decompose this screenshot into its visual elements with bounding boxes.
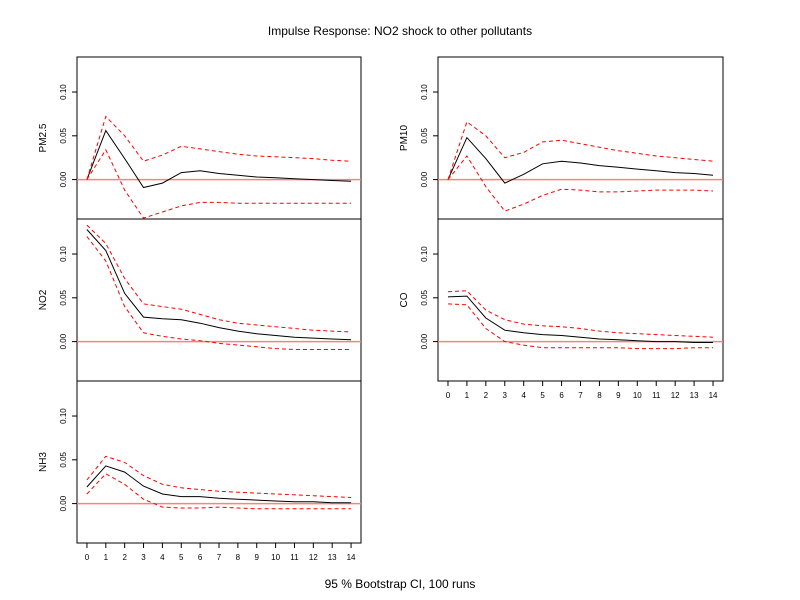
ci-lower-line — [86, 473, 352, 510]
x-tick-label: 10 — [271, 553, 280, 562]
y-tick-label: 0.00 — [59, 171, 68, 187]
x-tick-label: 3 — [503, 391, 508, 400]
x-tick-label: 11 — [290, 553, 299, 562]
response-line — [86, 229, 352, 341]
response-line — [447, 136, 714, 184]
x-tick-label: 14 — [709, 391, 718, 400]
panel-no2: 0.00 0.05 0.10 NO2 — [38, 218, 362, 382]
x-tick-label: 5 — [179, 553, 184, 562]
x-tick-label: 3 — [141, 553, 146, 562]
panel-pm25: 0.00 0.05 0.10 PM2.5 — [38, 56, 362, 220]
x-tick-label: 1 — [104, 553, 109, 562]
panel-frame — [437, 56, 724, 220]
response-line — [86, 129, 352, 189]
x-tick-label: 5 — [540, 391, 545, 400]
x-tick-label: 0 — [85, 553, 90, 562]
ci-lower-line — [86, 148, 352, 219]
y-tick-label: 0.05 — [420, 127, 429, 143]
x-tick-label: 4 — [521, 391, 526, 400]
y-tick-label: 0.00 — [420, 333, 429, 349]
panel-frame — [76, 380, 362, 544]
response-line — [86, 465, 352, 504]
x-tick-label: 8 — [597, 391, 602, 400]
x-tick-label: 8 — [236, 553, 241, 562]
y-axis-label: NH3 — [38, 452, 49, 472]
y-tick-label: 0.00 — [59, 333, 68, 349]
chart-caption: 95 % Bootstrap CI, 100 runs — [324, 577, 476, 591]
x-tick-label: 14 — [347, 553, 356, 562]
x-tick-label: 12 — [671, 391, 680, 400]
x-tick-label: 9 — [616, 391, 621, 400]
x-tick-label: 2 — [122, 553, 127, 562]
y-tick-label: 0.00 — [420, 171, 429, 187]
x-tick-label: 7 — [578, 391, 583, 400]
y-axis-label: NO2 — [38, 289, 49, 310]
x-tick-label: 1 — [465, 391, 470, 400]
y-tick-label: 0.05 — [59, 289, 68, 305]
y-tick-label: 0.05 — [420, 289, 429, 305]
y-tick-label: 0.00 — [59, 495, 68, 511]
y-axis-label: CO — [399, 292, 410, 307]
y-tick-label: 0.10 — [59, 246, 68, 262]
x-tick-label: 6 — [198, 553, 203, 562]
y-tick-label: 0.05 — [59, 127, 68, 143]
x-tick-label: 6 — [559, 391, 564, 400]
y-axis-label: PM10 — [399, 125, 410, 152]
chart-title: Impulse Response: NO2 shock to other pol… — [267, 24, 533, 38]
y-tick-label: 0.10 — [59, 408, 68, 424]
x-tick-label: 13 — [328, 553, 337, 562]
panel-frame — [76, 56, 362, 220]
x-tick-label: 10 — [633, 391, 642, 400]
x-tick-label: 2 — [484, 391, 489, 400]
panel-frame — [437, 218, 724, 382]
y-tick-label: 0.05 — [59, 451, 68, 467]
panel-frame — [76, 218, 362, 382]
y-tick-label: 0.10 — [420, 84, 429, 100]
x-tick-label: 11 — [652, 391, 661, 400]
response-line — [447, 295, 713, 343]
ci-upper-line — [86, 455, 352, 498]
x-tick-label: 12 — [309, 553, 318, 562]
x-tick-label: 7 — [217, 553, 222, 562]
x-tick-label: 9 — [255, 553, 260, 562]
x-tick-label: 13 — [690, 391, 699, 400]
ci-upper-line — [447, 290, 714, 338]
y-tick-label: 0.10 — [59, 84, 68, 100]
x-tick-label: 0 — [446, 391, 451, 400]
ci-upper-line — [447, 120, 714, 180]
x-tick-label: 4 — [160, 553, 165, 562]
ci-upper-line — [86, 224, 352, 333]
ci-upper-line — [86, 115, 352, 180]
ci-lower-line — [447, 303, 713, 350]
ci-lower-line — [447, 155, 714, 212]
panel-pm10: 0.00 0.05 0.10 PM10 — [399, 56, 724, 220]
y-tick-label: 0.10 — [420, 246, 429, 262]
ci-lower-line — [86, 236, 352, 350]
y-axis-label: PM2.5 — [38, 123, 49, 152]
